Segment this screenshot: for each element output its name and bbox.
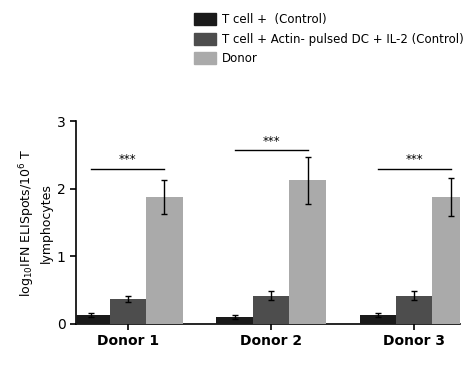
Text: ***: *** <box>262 135 280 148</box>
Bar <box>253 296 289 324</box>
Text: ***: *** <box>119 153 137 166</box>
Text: ***: *** <box>405 153 423 166</box>
Bar <box>360 315 396 324</box>
Bar <box>109 299 146 324</box>
Bar <box>396 296 432 324</box>
Bar <box>289 180 326 324</box>
Bar <box>432 197 469 324</box>
Y-axis label: log$_{10}$IFN ELISpots/10$^6$ T
lymphocytes: log$_{10}$IFN ELISpots/10$^6$ T lymphocy… <box>18 149 53 297</box>
Bar <box>217 317 253 324</box>
Legend: T cell +  (Control), T cell + Actin- pulsed DC + IL-2 (Control), Donor: T cell + (Control), T cell + Actin- puls… <box>194 13 464 66</box>
Bar <box>73 315 109 324</box>
Bar <box>146 197 182 324</box>
